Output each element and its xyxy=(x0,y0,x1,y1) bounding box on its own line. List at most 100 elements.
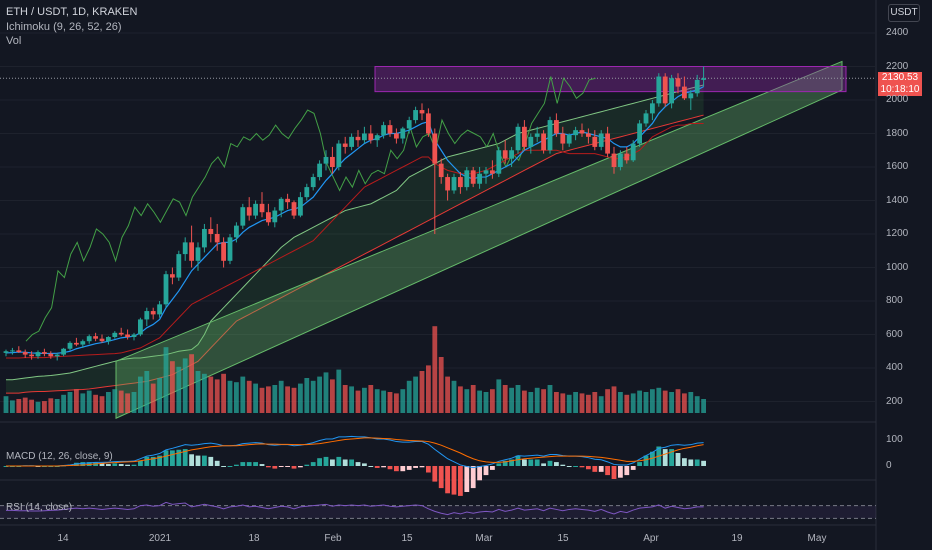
candle-body xyxy=(368,133,374,141)
macd-histogram-bar xyxy=(240,462,246,466)
macd-histogram-bar xyxy=(643,455,649,466)
macd-histogram-bar xyxy=(150,456,156,466)
macd-histogram-bar xyxy=(701,460,706,466)
time-tick-label: 15 xyxy=(401,533,413,544)
volume-bar xyxy=(669,392,674,413)
volume-bar xyxy=(426,365,431,413)
volume-bar xyxy=(534,387,540,413)
candle-body xyxy=(611,153,617,167)
volume-bar xyxy=(221,373,226,413)
volume-bar xyxy=(150,383,156,413)
candle-body xyxy=(637,123,642,144)
macd-histogram-bar xyxy=(342,459,348,466)
candle-body xyxy=(93,336,98,339)
macd-line xyxy=(6,435,704,469)
volume-bar xyxy=(438,357,444,413)
macd-histogram-bar xyxy=(579,466,585,468)
macd-histogram-bar xyxy=(144,456,150,466)
candle-body xyxy=(470,170,476,184)
volume-bar xyxy=(566,394,572,413)
ichimoku-label[interactable]: Ichimoku (9, 26, 52, 26) xyxy=(6,21,122,33)
volume-bar xyxy=(522,390,527,413)
candle-body xyxy=(144,311,150,320)
candle-body xyxy=(624,153,630,161)
macd-histogram-bar xyxy=(650,451,655,466)
volume-bar xyxy=(240,376,246,413)
volume-label[interactable]: Vol xyxy=(6,35,22,47)
candle-body xyxy=(80,341,86,345)
macd-histogram-bar xyxy=(106,464,111,466)
volume-bar xyxy=(323,372,329,413)
candle-body xyxy=(54,354,60,357)
candle-body xyxy=(195,247,201,261)
candle-body xyxy=(451,177,457,191)
time-tick-label: Mar xyxy=(475,533,493,544)
volume-bar xyxy=(195,371,201,413)
volume-bar xyxy=(266,386,271,413)
rsi-label[interactable]: RSI (14, close) xyxy=(6,502,73,513)
macd-histogram-bar xyxy=(566,466,572,467)
macd-histogram-bar xyxy=(662,449,668,466)
candle-body xyxy=(118,332,124,335)
candle-body xyxy=(163,274,169,305)
candle-body xyxy=(656,76,662,104)
candle-body xyxy=(394,133,399,139)
candle-body xyxy=(310,177,316,188)
candle-body xyxy=(406,120,412,129)
price-tick-label: 2200 xyxy=(886,60,909,72)
volume-bar xyxy=(144,371,150,413)
volume-bar xyxy=(35,401,41,413)
candle-body xyxy=(106,337,111,342)
candle-body xyxy=(266,212,271,223)
currency-button[interactable]: USDT xyxy=(888,4,920,22)
volume-bar xyxy=(618,392,623,413)
kijun-sen xyxy=(6,122,704,359)
volume-bar xyxy=(387,392,393,413)
volume-bar xyxy=(496,379,502,413)
macd-histogram-bar xyxy=(618,466,623,478)
last-price-tag: 2130.53 xyxy=(878,72,922,84)
volume-bar xyxy=(598,396,604,413)
volume-bar xyxy=(362,387,367,413)
candle-body xyxy=(131,334,137,338)
macd-histogram-bar xyxy=(541,463,546,466)
volume-bar xyxy=(515,385,521,413)
volume-bar xyxy=(336,369,342,413)
volume-bar xyxy=(246,380,252,413)
volume-bar xyxy=(138,376,143,413)
candle-body xyxy=(285,198,290,203)
volume-bar xyxy=(278,380,284,413)
price-tick-label: 200 xyxy=(886,395,903,407)
macd-histogram-bar xyxy=(419,466,425,468)
macd-histogram-bar xyxy=(189,454,194,466)
time-tick-label: May xyxy=(807,533,827,544)
candle-body xyxy=(381,125,386,136)
candle-body xyxy=(477,173,482,184)
macd-histogram-bar xyxy=(675,453,681,466)
volume-bar xyxy=(208,376,214,413)
volume-bar xyxy=(163,347,169,413)
candle-body xyxy=(317,163,322,178)
macd-histogram-bar xyxy=(253,462,258,466)
volume-bar xyxy=(573,392,578,413)
candle-body xyxy=(566,135,572,144)
symbol-title[interactable]: ETH / USDT, 1D, KRAKEN xyxy=(6,6,138,18)
macd-histogram-bar xyxy=(509,459,514,466)
volume-bar xyxy=(93,394,98,413)
volume-bar xyxy=(413,376,418,413)
candle-body xyxy=(323,156,329,164)
volume-bar xyxy=(157,378,162,413)
macd-histogram-bar xyxy=(534,459,540,466)
volume-bar xyxy=(701,399,706,413)
macd-histogram-bar xyxy=(598,466,604,472)
volume-bar xyxy=(579,393,585,413)
macd-histogram-bar xyxy=(426,466,431,473)
macd-histogram-bar xyxy=(573,466,578,467)
candle-body xyxy=(221,242,226,261)
macd-label[interactable]: MACD (12, 26, close, 9) xyxy=(6,451,113,462)
macd-histogram-bar xyxy=(362,463,367,466)
macd-histogram-bar xyxy=(202,455,207,466)
candle-body xyxy=(298,197,303,216)
volume-bar xyxy=(554,392,559,413)
candle-body xyxy=(74,342,79,345)
